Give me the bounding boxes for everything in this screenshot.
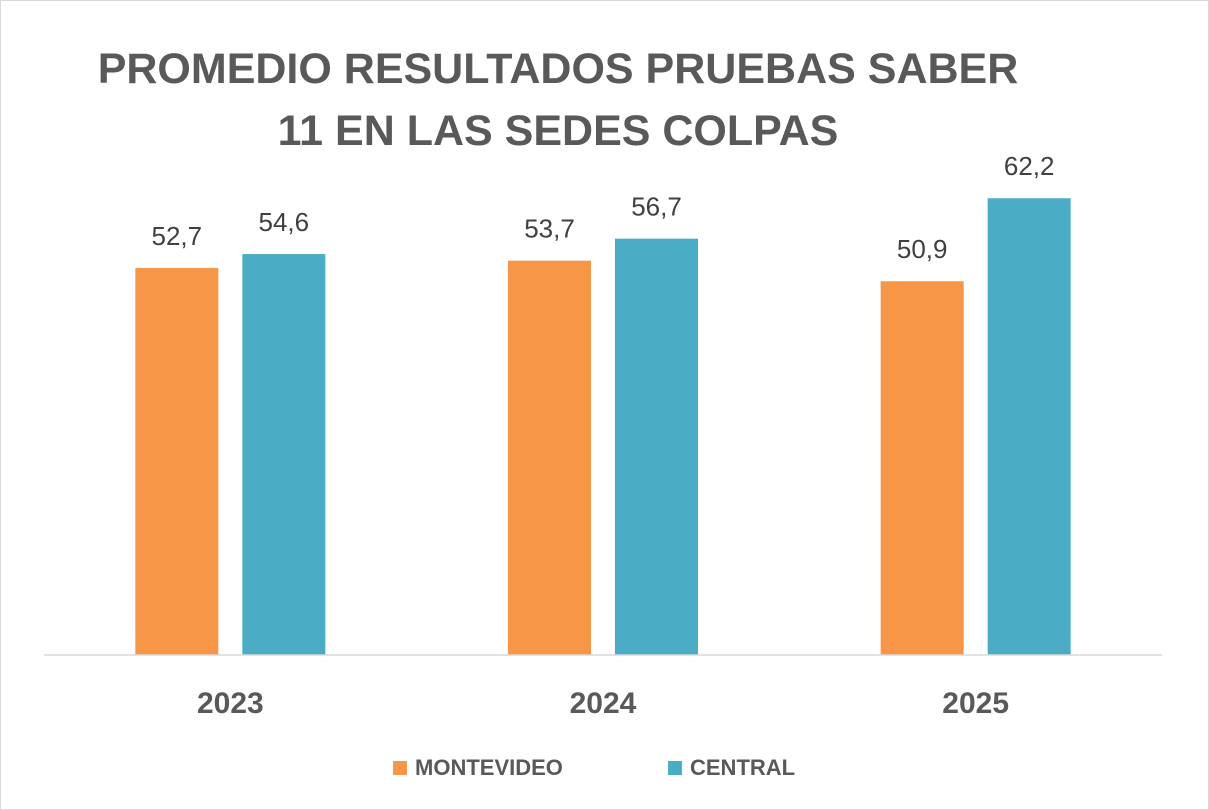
bar <box>242 254 326 655</box>
data-label: 54,6 <box>259 207 310 237</box>
data-label: 53,7 <box>524 214 575 244</box>
data-label: 50,9 <box>897 234 948 264</box>
x-tick-label: 2024 <box>570 687 637 720</box>
x-tick-label: 2025 <box>942 687 1009 720</box>
legend-swatch <box>668 761 682 775</box>
bar <box>615 238 698 655</box>
bar <box>135 268 219 655</box>
legend-label: CENTRAL <box>690 755 795 780</box>
legend-label: MONTEVIDEO <box>415 755 563 780</box>
data-label: 62,2 <box>1004 151 1055 181</box>
bar <box>987 198 1071 655</box>
bar <box>508 260 591 655</box>
x-tick-label: 2023 <box>197 687 264 720</box>
bar <box>880 281 964 655</box>
chart-title: PROMEDIO RESULTADOS PRUEBAS SABER 11 EN … <box>97 45 1019 155</box>
legend-swatch <box>393 761 407 775</box>
data-label: 52,7 <box>152 221 203 251</box>
data-label: 56,7 <box>631 192 682 222</box>
